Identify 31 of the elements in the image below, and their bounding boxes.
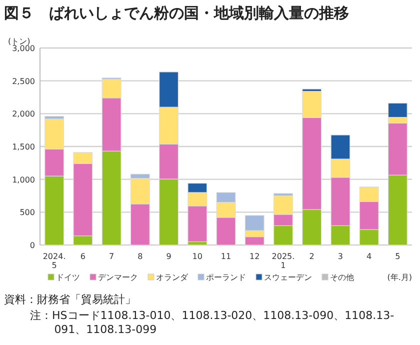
x-tick-label: 3 [338, 252, 344, 261]
y-tick-label: 2,000 [12, 110, 35, 119]
x-tick-label: 8 [138, 252, 143, 261]
legend-label: スウェーデン [264, 273, 312, 282]
legend-label: ポーランド [206, 273, 246, 282]
chart-title: 図５ ばれいしょでん粉の国・地域別輸入量の推移 [4, 4, 349, 22]
x-tick-label: 5 [395, 252, 400, 261]
x-tick-label: 10 [192, 252, 202, 261]
x-tick-label: 12 [250, 252, 260, 261]
legend-label: その他 [330, 273, 354, 282]
text: 注：HSコード1108.13-010、1108.13-020、1108.13-090、1108.13-091、1108.13-099 [30, 309, 396, 337]
x-tick-label: 2025. 1 [272, 252, 295, 270]
x-tick-label: 7 [108, 252, 114, 261]
y-axis-title: (トン) [8, 37, 30, 46]
text: 資料：財務省「貿易統計」 [4, 293, 136, 306]
legend-label: デンマーク [98, 273, 138, 282]
y-tick-label: 500 [20, 208, 35, 218]
x-tick-label: 11 [220, 252, 232, 261]
x-tick-label: 6 [80, 252, 86, 261]
x-tick-label: 4 [366, 252, 372, 261]
y-tick-label: 1,500 [12, 142, 35, 152]
x-tick-label: 9 [166, 252, 172, 261]
y-tick-label: 2,500 [12, 76, 35, 86]
y-tick-label: 0 [30, 241, 35, 250]
x-axis-title: (年.月) [387, 273, 412, 282]
y-tick-label: 1,000 [12, 175, 35, 184]
x-tick-label: 2024. 5 [42, 252, 66, 270]
x-tick-label: 2 [309, 252, 314, 261]
legend-label: オランダ [156, 273, 189, 282]
y-tick-label: 3,000 [12, 44, 35, 53]
legend-label: ドイツ [56, 273, 80, 282]
